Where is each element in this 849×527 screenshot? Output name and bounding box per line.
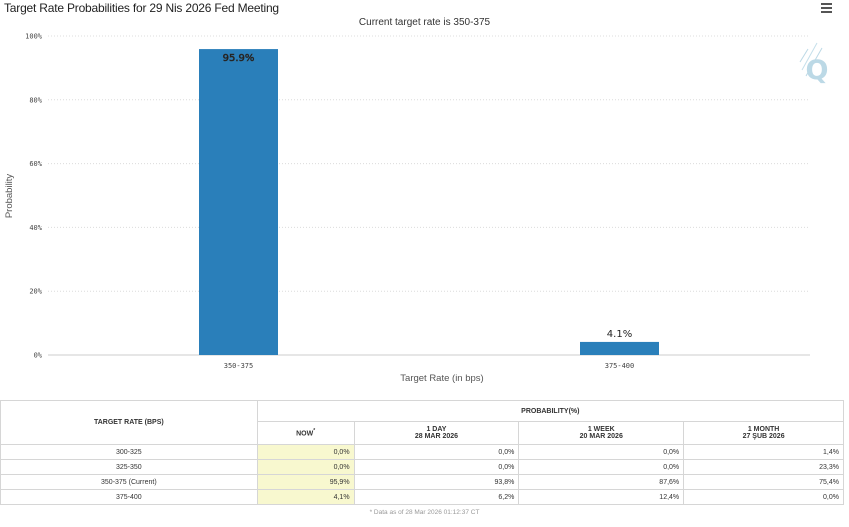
column-label: 1 WEEK xyxy=(587,426,615,433)
probability-cell: 0,0% xyxy=(353,444,520,460)
probability-cell: 87,6% xyxy=(518,474,685,490)
rate-cell: 300-325 xyxy=(0,444,258,460)
column-header: NOW* xyxy=(256,421,355,445)
data-label: 95.9% xyxy=(223,53,255,64)
column-label: 1 MONTH xyxy=(747,426,780,433)
probability-table: TARGET RATE (BPS) PROBABILITY(%) NOW* 1 D… xyxy=(0,400,845,505)
table-row: 350-375 (Current) 95,9% 93,8% 87,6% 75,4% xyxy=(0,474,844,490)
y-tick-label: 40% xyxy=(29,224,42,232)
probability-cell: 12,4% xyxy=(518,489,685,505)
hamburger-menu-icon[interactable] xyxy=(820,3,834,15)
probability-cell: 75,4% xyxy=(683,474,844,490)
y-tick-label: 60% xyxy=(29,160,42,168)
x-tick-label: 350-375 xyxy=(224,362,254,370)
y-tick-label: 100% xyxy=(25,33,43,41)
data-timestamp-note: * Data as of 28 Mar 2026 01:12:37 CT xyxy=(369,509,480,516)
bar-350-375[interactable] xyxy=(199,49,278,355)
watermark-letter: Q xyxy=(806,55,829,86)
column-header: 1 WEEK 20 MAR 2026 xyxy=(518,421,685,445)
probability-cell: 0,0% xyxy=(256,459,355,475)
chart-subtitle: Current target rate is 350-375 xyxy=(358,17,491,28)
column-header: 1 DAY 28 MAR 2026 xyxy=(353,421,520,445)
y-tick-label: 0% xyxy=(34,352,43,360)
y-tick-label: 80% xyxy=(29,96,42,104)
x-tick-label: 375-400 xyxy=(605,362,635,370)
y-axis-title: Probability xyxy=(4,174,15,219)
probability-cell: 95,9% xyxy=(256,474,355,490)
x-axis-title: Target Rate (in bps) xyxy=(400,373,483,384)
rate-cell: 325-350 xyxy=(0,459,258,475)
table-row: 375-400 4,1% 6,2% 12,4% 0,0% xyxy=(0,489,844,505)
probability-cell: 1,4% xyxy=(683,444,844,460)
probability-cell: 0,0% xyxy=(518,444,685,460)
probability-cell: 0,0% xyxy=(683,489,844,505)
rate-cell: 375-400 xyxy=(0,489,258,505)
column-date: 28 MAR 2026 xyxy=(414,433,459,440)
bar-chart: 0% 20% 40% 60% 80% 100% 350-375 95.9% 375-400 4.1… xyxy=(4,33,829,385)
column-header: 1 MONTH 27 ŞUB 2026 xyxy=(683,421,844,445)
column-label: 1 DAY xyxy=(426,426,447,433)
quikstrike-logo-icon: Q xyxy=(799,42,829,86)
table-row: 325-350 0,0% 0,0% 0,0% 23,3% xyxy=(0,459,844,475)
probability-cell: 0,0% xyxy=(256,444,355,460)
data-label: 4.1% xyxy=(607,329,632,340)
probability-cell: 0,0% xyxy=(353,459,520,475)
bar-375-400[interactable] xyxy=(580,341,659,355)
target-rate-header: TARGET RATE (BPS) xyxy=(0,400,258,445)
y-tick-label: 20% xyxy=(29,288,42,296)
footnote-mark: * xyxy=(313,428,316,435)
column-date: 27 ŞUB 2026 xyxy=(742,433,785,440)
probability-header: PROBABILITY(%) xyxy=(256,400,845,422)
column-date: 20 MAR 2026 xyxy=(579,433,623,440)
table-row: 300-325 0,0% 0,0% 0,0% 1,4% xyxy=(0,444,844,460)
probability-cell: 4,1% xyxy=(256,489,355,505)
probability-cell: 23,3% xyxy=(683,459,844,475)
column-label: NOW* xyxy=(296,428,316,438)
probability-cell: 6,2% xyxy=(353,489,520,505)
probability-cell: 0,0% xyxy=(518,459,685,475)
probability-cell: 93,8% xyxy=(353,474,520,490)
chart-title: Target Rate Probabilities for 29 Nis 202… xyxy=(4,1,279,15)
rate-cell: 350-375 (Current) xyxy=(0,474,258,490)
